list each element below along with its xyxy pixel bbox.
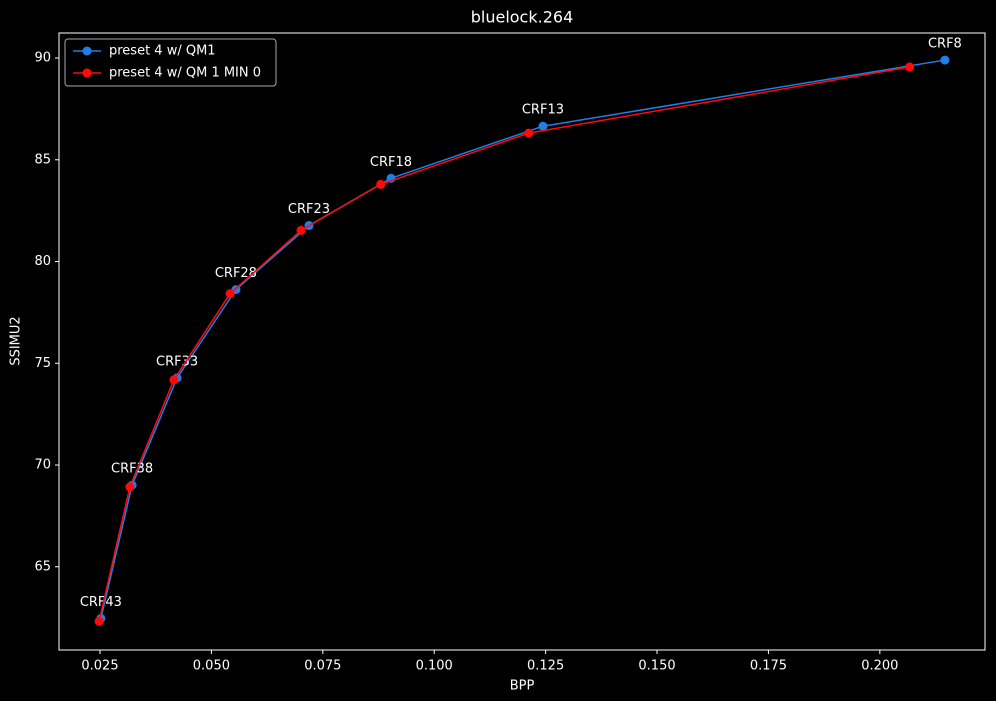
legend-marker: [82, 68, 92, 78]
point-label: CRF33: [156, 354, 198, 369]
point-label: CRF18: [370, 155, 412, 170]
x-tick-label: 0.050: [193, 659, 230, 674]
marker: [376, 179, 386, 189]
series-line: [100, 59, 946, 619]
x-tick-label: 0.200: [861, 659, 898, 674]
legend-marker: [82, 46, 92, 56]
y-tick-label: 85: [34, 152, 51, 167]
x-tick-label: 0.150: [638, 659, 675, 674]
y-axis-label: SSIMU2: [9, 316, 24, 365]
y-tick-label: 65: [34, 559, 51, 574]
marker: [225, 289, 235, 299]
y-tick-label: 90: [34, 51, 51, 66]
chart-title: bluelock.264: [471, 8, 574, 27]
point-label: CRF38: [111, 462, 153, 477]
point-label: CRF43: [80, 595, 122, 610]
marker: [524, 128, 534, 138]
point-label: CRF28: [215, 266, 257, 281]
legend-label: preset 4 w/ QM1: [109, 44, 216, 59]
plot-frame: [58, 32, 986, 651]
legend-label: preset 4 w/ QM 1 MIN 0: [109, 66, 261, 81]
marker: [125, 482, 135, 492]
x-tick-label: 0.075: [304, 659, 341, 674]
x-tick-label: 0.175: [750, 659, 787, 674]
point-label: CRF8: [928, 37, 962, 52]
legend-box: [64, 38, 277, 87]
x-tick-label: 0.125: [527, 659, 564, 674]
y-tick-label: 80: [34, 254, 51, 269]
x-axis-label: BPP: [510, 679, 535, 694]
x-tick-label: 0.100: [416, 659, 453, 674]
marker: [905, 62, 915, 72]
point-label: CRF23: [288, 202, 330, 217]
marker: [940, 55, 950, 65]
marker: [94, 616, 104, 626]
y-tick-label: 75: [34, 356, 51, 371]
y-tick-label: 70: [34, 458, 51, 473]
point-label: CRF13: [522, 103, 564, 118]
x-tick-label: 0.025: [81, 659, 118, 674]
marker: [169, 375, 179, 385]
marker: [296, 225, 306, 235]
marker: [538, 121, 548, 131]
series-line: [98, 66, 910, 622]
